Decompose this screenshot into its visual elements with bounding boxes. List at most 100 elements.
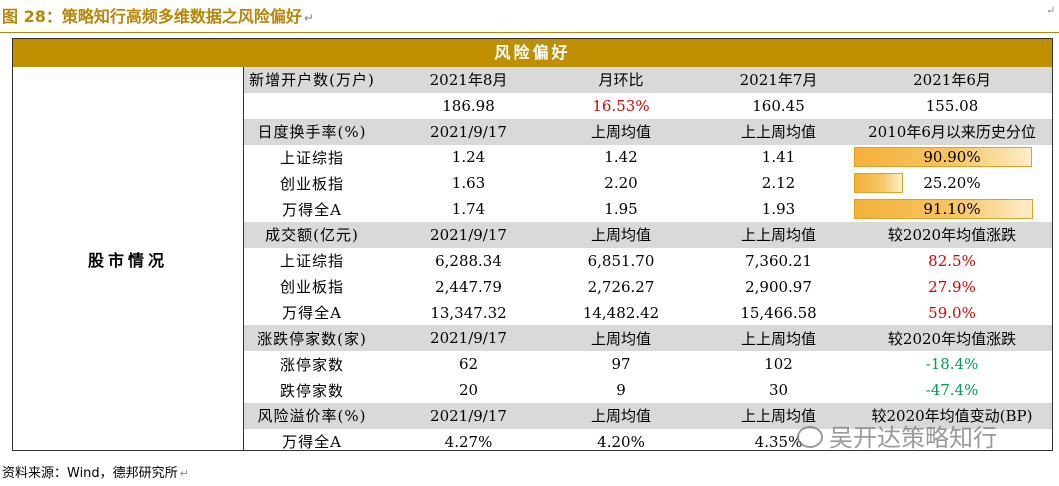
table-row: 上证综指 6,288.34 6,851.70 7,360.21 82.5% [244,248,1052,274]
header-cell: 上上周均值 [740,329,816,348]
table-row: 万得全A 4.27% 4.20% 4.35% [244,429,1052,455]
value-cell: 9 [616,381,626,400]
header-cell: 2021年6月 [913,71,991,90]
value-cell: 90.90% [852,146,1052,168]
value-cell: 4.35% [754,432,803,451]
title-rule [0,32,1059,33]
value-cell: 2.20 [604,174,638,193]
row-label: 万得全A [282,200,342,219]
value-cell: -18.4% [925,355,979,374]
header-cell: 较2020年均值涨跌 [887,226,1017,245]
paragraph-mark-right: ↵ [1046,4,1056,17]
section-header-row: 成交额(亿元) 2021/9/17 上周均值 上上周均值 较2020年均值涨跌 [244,222,1052,248]
value-cell: 4.27% [444,432,493,451]
value-cell: 1.93 [761,200,796,219]
paragraph-mark-source: ↵ [179,467,189,480]
row-label: 涨停家数 [279,355,344,374]
value-cell: 7,360.21 [745,251,812,270]
header-cell: 2021/9/17 [430,122,507,141]
percentile-value: 25.20% [923,174,981,193]
value-cell: 1.95 [604,200,638,219]
section-header-row: 风险溢价率(%) 2021/9/17 上周均值 上上周均值 较2020年均值变动(BP) [244,402,1052,429]
header-cell: 2021年8月 [429,71,508,90]
table-row: 万得全A 13,347.32 14,482.42 15,466.58 59.0% [244,300,1052,326]
percentile-bar-cell: 90.90% [852,146,1052,168]
table-banner: 风险偏好 [13,39,1052,67]
row-label: 上证综指 [279,148,344,167]
percentile-bar-cell: 91.10% [852,198,1052,220]
paragraph-mark: ↵ [303,11,314,25]
header-cell: 较2020年均值变动(BP) [871,407,1033,426]
percentile-bar [854,199,1033,220]
watermark: 吴开达策略知行 [797,423,997,453]
row-label: 上证综指 [279,252,344,271]
watermark-text: 吴开达策略知行 [829,424,997,452]
figure-title-text: 图 28：策略知行高频多维数据之风险偏好 [2,7,302,26]
percentile-bar [854,173,904,194]
value-cell: 14,482.42 [582,303,660,322]
header-cell: 涨跌停家数(家) [257,329,367,348]
section-header-row: 新增开户数(万户) 2021年8月 月环比 2021年7月 2021年6月 [244,67,1052,93]
header-cell: 2021年7月 [739,71,818,90]
value-cell: 155.08 [925,96,979,115]
value-cell: 1.63 [451,174,486,193]
header-cell: 上周均值 [590,407,651,426]
value-cell: 4.20% [597,432,645,451]
header-cell: 上周均值 [590,226,651,245]
wechat-icon [797,426,823,448]
value-cell: 1.74 [451,200,486,219]
percentile-value: 90.90% [923,148,981,167]
value-cell: 186.98 [442,96,495,115]
value-cell: 62 [458,355,479,374]
source-text: 资料来源：Wind，德邦研究所 [2,466,178,481]
row-label: 万得全A [282,433,342,452]
header-cell: 成交额(亿元) [265,226,359,245]
value-cell: 16.53% [592,96,650,115]
header-cell: 日度换手率(%) [257,123,367,142]
table-row: 万得全A 1.74 1.95 1.93 91.10% [244,196,1052,222]
header-cell: 风险溢价率(%) [257,407,367,426]
value-cell: 6,851.70 [587,251,655,270]
value-cell: 91.10% [852,198,1052,220]
table-row: 上证综指 1.24 1.42 1.41 90.90% [244,145,1052,171]
header-cell: 新增开户数(万户) [249,71,375,90]
value-cell: 20 [458,381,479,400]
table-row: 186.98 16.53% 160.45 155.08 [244,93,1052,119]
value-cell: 97 [611,355,631,374]
header-cell: 月环比 [598,71,644,90]
section-header-row: 涨跌停家数(家) 2021/9/17 上周均值 上上周均值 较2020年均值涨跌 [244,325,1052,352]
value-cell: 102 [764,355,793,374]
value-cell: 25.20% [852,172,1052,194]
value-cell: 2,900.97 [745,277,812,296]
table-row: 创业板指 1.63 2.20 2.12 25.20% [244,170,1052,196]
header-cell: 2021/9/17 [430,225,507,244]
value-cell: 30 [768,381,789,400]
header-cell: 2021/9/17 [430,406,507,425]
value-cell: 2.12 [761,174,796,193]
header-cell: 上上周均值 [740,123,816,142]
section-label: 股市情况 [87,250,168,270]
header-cell: 2021/9/17 [430,329,507,348]
risk-appetite-table: 风险偏好 股市情况 新增开户数(万户) 2021年8月 月环比 2021年7月 2021… [12,38,1053,451]
header-cell: 上上周均值 [740,226,816,245]
table-body: 新增开户数(万户) 2021年8月 月环比 2021年7月 2021年6月 186.98 1… [244,67,1052,455]
source-note: 资料来源：Wind，德邦研究所 ↵ [2,462,189,481]
table-row: 跌停家数 20 9 30 -47.4% [244,377,1052,403]
row-label: 创业板指 [279,174,344,193]
value-cell: 1.42 [604,148,638,167]
value-cell: -47.4% [925,381,979,400]
value-cell: 27.9% [928,277,976,296]
value-cell: 1.24 [451,148,486,167]
value-cell: 2,726.27 [587,277,655,296]
percentile-value: 91.10% [923,200,981,219]
percentile-bar-cell: 25.20% [852,172,1052,194]
value-cell: 82.5% [928,251,976,270]
header-cell: 上周均值 [590,123,651,142]
row-label: 创业板指 [279,278,344,297]
percentile-bar [854,147,1033,168]
value-cell: 59.0% [928,303,976,322]
value-cell: 1.41 [761,148,796,167]
header-cell: 较2020年均值涨跌 [887,329,1017,348]
value-cell: 13,347.32 [430,303,507,322]
header-cell: 上周均值 [590,329,651,348]
